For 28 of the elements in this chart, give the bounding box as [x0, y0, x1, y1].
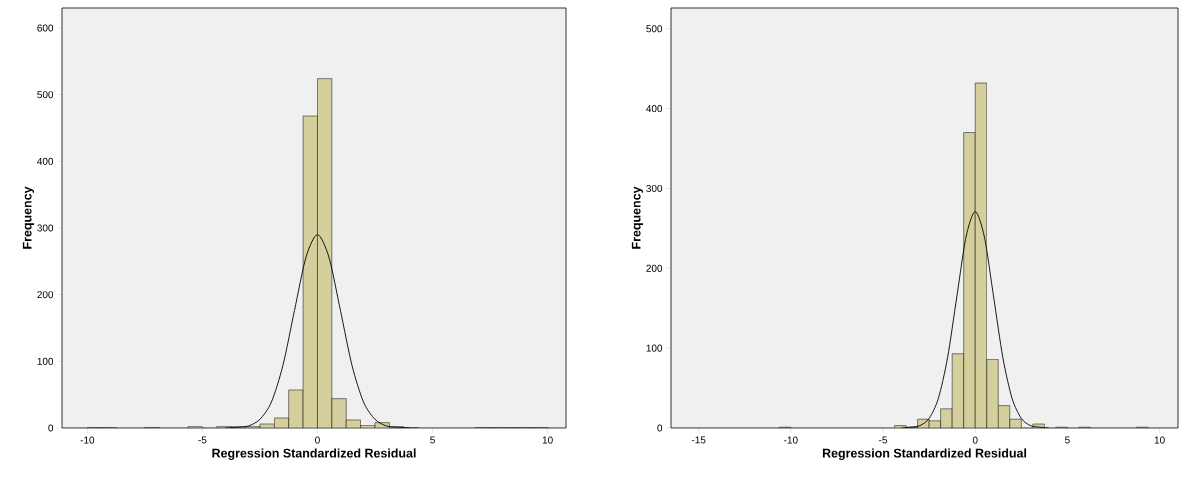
y-tick-label: 100	[37, 357, 54, 365]
y-tick-label: 600	[37, 24, 54, 32]
y-axis-title: Frequency	[22, 186, 35, 249]
y-tick-label: 500	[646, 25, 663, 33]
x-tick-label: 10	[542, 436, 553, 444]
y-tick-label: 0	[48, 424, 54, 432]
x-tick-label: 0	[972, 436, 978, 444]
y-axis-title: Frequency	[631, 186, 644, 249]
y-tick-label: 400	[646, 105, 663, 113]
y-tick-label: 0	[657, 424, 663, 432]
x-tick-label: -10	[80, 436, 95, 444]
y-tick-label: 200	[646, 264, 663, 272]
x-tick-label: 5	[430, 436, 435, 444]
x-tick-label: 10	[1154, 436, 1165, 444]
x-tick-label: -5	[198, 436, 207, 444]
x-tick-label: -5	[879, 436, 888, 444]
x-tick-label: 5	[1065, 436, 1070, 444]
x-tick-label: -10	[784, 436, 798, 444]
y-tick-label: 500	[37, 91, 54, 99]
x-tick-label: 0	[315, 436, 320, 444]
x-axis-title: Regression Standardized Residual	[822, 448, 1027, 461]
x-axis-title: Regression Standardized Residual	[212, 448, 416, 461]
y-tick-label: 300	[37, 224, 54, 232]
y-tick-label: 100	[646, 344, 663, 352]
y-tick-label: 400	[37, 157, 54, 165]
y-tick-label: 300	[646, 184, 663, 192]
y-tick-label: 200	[37, 291, 54, 299]
x-tick-label: -15	[691, 436, 706, 444]
